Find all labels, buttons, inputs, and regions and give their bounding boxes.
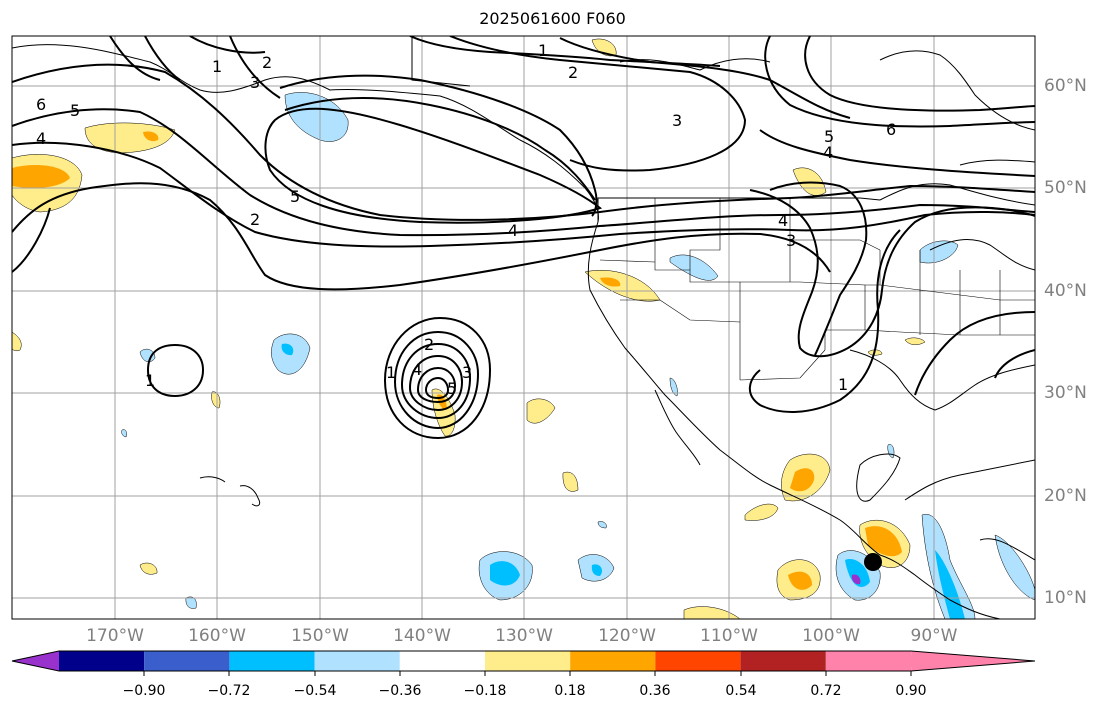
contour-label: 5	[824, 127, 834, 146]
contour-label: 4	[36, 129, 46, 148]
contour-label: 5	[70, 101, 80, 120]
lon-label-120w: 120°W	[598, 626, 656, 646]
lat-label-20n: 20°N	[1044, 486, 1087, 506]
map-frame	[11, 35, 1036, 620]
colorbar-tick-label: −0.54	[293, 683, 337, 699]
anomaly-shading	[12, 38, 1035, 619]
contour-label: 2	[262, 53, 272, 72]
lat-label-10n: 10°N	[1044, 588, 1087, 608]
lon-label-110w: 110°W	[700, 626, 758, 646]
contour-lines	[12, 36, 1035, 440]
colorbar-tick-label: −0.72	[207, 683, 251, 699]
colorbar-tick-label: 0.36	[639, 683, 671, 699]
colorbar-swatch	[485, 651, 571, 671]
colorbar-tick-label: −0.36	[378, 683, 422, 699]
colorbar-tick-label: 0.18	[554, 683, 586, 699]
colorbar-swatch	[826, 651, 912, 671]
colorbar-swatch	[570, 651, 656, 671]
lat-label-40n: 40°N	[1044, 281, 1087, 301]
contour-label: 5	[447, 379, 457, 398]
contour-label: 1	[212, 57, 222, 76]
colorbar-tick-label: −0.90	[122, 683, 166, 699]
lon-label-170w: 170°W	[86, 626, 144, 646]
lon-label-130w: 130°W	[495, 626, 553, 646]
contour-label: 4	[412, 360, 422, 379]
state-borders	[599, 198, 1035, 381]
contour-labels: 6 5 4 1 3 2 5 2 4 1 2 3 5 6 4 4 3 1 1 1 …	[36, 41, 896, 398]
contour-label: 3	[786, 231, 796, 250]
lat-label-50n: 50°N	[1044, 178, 1087, 198]
colorbar-tick-label: 0.90	[895, 683, 927, 699]
contour-label: 3	[672, 111, 682, 130]
location-marker	[864, 553, 882, 571]
map-title: 2025061600 F060	[479, 9, 626, 28]
contour-label: 2	[568, 63, 578, 82]
colorbar-extend-right	[911, 651, 1035, 671]
colorbar-swatch	[144, 651, 230, 671]
colorbar-swatch	[229, 651, 315, 671]
contour-label: 4	[778, 211, 788, 230]
colorbar-swatch	[59, 651, 145, 671]
lat-label-60n: 60°N	[1044, 76, 1087, 96]
coastlines	[12, 36, 1035, 619]
contour-label: 1	[838, 375, 848, 394]
lon-label-160w: 160°W	[188, 626, 246, 646]
contour-label: 1	[538, 41, 548, 60]
contour-label: 2	[250, 210, 260, 229]
contour-label: 2	[424, 335, 434, 354]
contour-label: 6	[36, 95, 46, 114]
contour-label: 3	[250, 73, 260, 92]
colorbar-extend-left	[12, 651, 59, 671]
contour-label: 3	[462, 363, 472, 382]
colorbar-swatch	[740, 651, 826, 671]
colorbar-tick-label: −0.18	[463, 683, 507, 699]
lon-label-150w: 150°W	[291, 626, 349, 646]
colorbar-swatch	[314, 651, 400, 671]
colorbar-ticks	[143, 671, 912, 676]
lon-label-100w: 100°W	[802, 626, 860, 646]
contour-label: 1	[386, 363, 396, 382]
lon-label-140w: 140°W	[393, 626, 451, 646]
contour-label: 4	[508, 221, 518, 240]
contour-label: 4	[823, 143, 833, 162]
colorbar	[11, 650, 1036, 672]
lat-label-30n: 30°N	[1044, 383, 1087, 403]
colorbar-swatch	[655, 651, 741, 671]
colorbar-tick-label: 0.54	[725, 683, 757, 699]
lon-label-90w: 90°W	[910, 626, 958, 646]
contour-label: 6	[886, 120, 896, 139]
colorbar-tick-label: 0.72	[810, 683, 842, 699]
colorbar-swatch	[399, 651, 485, 671]
contour-label: 1	[145, 371, 155, 390]
contour-label: 5	[290, 187, 300, 206]
